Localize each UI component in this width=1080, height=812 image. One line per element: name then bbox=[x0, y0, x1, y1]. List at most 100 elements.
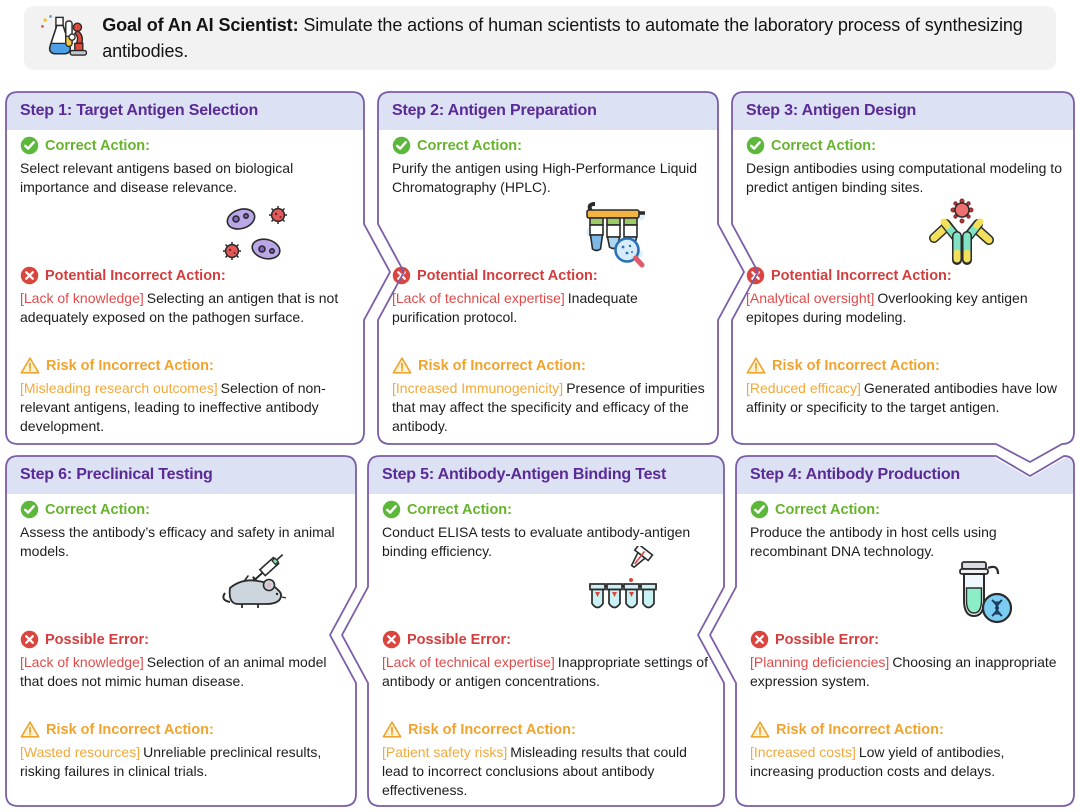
error-tag: [Lack of technical expertise] bbox=[392, 290, 565, 306]
error-label: Potential Incorrect Action: bbox=[771, 267, 952, 284]
step-6-correct-section: Correct Action: Assess the antibody’s ef… bbox=[20, 500, 344, 561]
correct-action-text: Assess the antibody’s efficacy and safet… bbox=[20, 524, 335, 560]
risk-label: Risk of Incorrect Action: bbox=[46, 357, 214, 374]
correct-action-text: Purify the antigen using High-Performanc… bbox=[392, 160, 698, 196]
correct-action-text: Conduct ELISA tests to evaluate antibody… bbox=[382, 524, 691, 560]
step-1-title: Step 1: Target Antigen Selection bbox=[20, 102, 259, 119]
x-badge-icon bbox=[382, 630, 401, 649]
x-badge-icon bbox=[746, 266, 765, 285]
banner-title-rest: Simulate the actions of human scientists… bbox=[102, 14, 1023, 61]
error-label: Potential Incorrect Action: bbox=[417, 267, 598, 284]
warning-badge-icon bbox=[750, 721, 770, 738]
step-2-error-section: Potential Incorrect Action: [Lack of tec… bbox=[392, 266, 706, 327]
step-6-error-section: Possible Error: [Lack of knowledge] Selec… bbox=[20, 630, 344, 691]
x-badge-icon bbox=[20, 266, 39, 285]
check-badge-icon bbox=[20, 136, 39, 155]
goal-banner: Goal of An AI Scientist: Simulate the ac… bbox=[24, 6, 1056, 70]
error-label: Possible Error: bbox=[775, 631, 879, 648]
correct-action-text: Produce the antibody in host cells using… bbox=[750, 524, 997, 560]
elisa-tubes-icon bbox=[589, 546, 657, 609]
mouse-syringe-icon bbox=[222, 554, 287, 608]
error-label: Possible Error: bbox=[45, 631, 149, 648]
warning-badge-icon bbox=[746, 357, 766, 374]
step-5-risk-section: Risk of Incorrect Action: [Patient safet… bbox=[382, 720, 712, 800]
step-1-correct-section: Correct Action: Select relevant antigens… bbox=[20, 136, 352, 197]
step-card-6: Step 6: Preclinical Testing Correct Acti… bbox=[6, 456, 356, 806]
correct-action-label: Correct Action: bbox=[45, 501, 150, 518]
x-badge-icon bbox=[750, 630, 769, 649]
check-badge-icon bbox=[746, 136, 765, 155]
step-3-error-section: Potential Incorrect Action: [Analytical … bbox=[746, 266, 1062, 327]
tube-dna-icon bbox=[959, 561, 1013, 624]
x-badge-icon bbox=[20, 630, 39, 649]
correct-action-text: Select relevant antigens based on biolog… bbox=[20, 160, 294, 196]
check-badge-icon bbox=[392, 136, 411, 155]
error-tag: [Planning deficiencies] bbox=[750, 654, 890, 670]
step-card-1: Step 1: Target Antigen Selection Correct… bbox=[6, 92, 364, 444]
correct-action-label: Correct Action: bbox=[417, 137, 522, 154]
error-label: Potential Incorrect Action: bbox=[45, 267, 226, 284]
risk-label: Risk of Incorrect Action: bbox=[408, 721, 576, 738]
antibody-design-icon bbox=[929, 198, 994, 265]
step-3-correct-section: Correct Action: Design antibodies using … bbox=[746, 136, 1062, 197]
risk-label: Risk of Incorrect Action: bbox=[776, 721, 944, 738]
step-2-header: Step 2: Antigen Preparation bbox=[378, 92, 718, 130]
step-2-risk-section: Risk of Incorrect Action: [Increased Imm… bbox=[392, 356, 706, 436]
check-badge-icon bbox=[20, 500, 39, 519]
risk-tag: [Increased Immunogenicity] bbox=[392, 380, 564, 396]
step-card-4: Step 4: Antibody Production Correct Acti… bbox=[736, 456, 1074, 806]
pathogens-icon bbox=[223, 206, 287, 260]
risk-label: Risk of Incorrect Action: bbox=[46, 721, 214, 738]
correct-action-text: Design antibodies using computational mo… bbox=[746, 160, 1062, 196]
error-tag: [Analytical oversight] bbox=[746, 290, 875, 306]
science-lab-icon bbox=[41, 15, 88, 56]
error-tag: [Lack of knowledge] bbox=[20, 654, 144, 670]
error-tag: [Lack of technical expertise] bbox=[382, 654, 555, 670]
banner-title-bold: Goal of An AI Scientist: bbox=[102, 14, 299, 35]
risk-tag: [Misleading research outcomes] bbox=[20, 380, 218, 396]
step-4-header: Step 4: Antibody Production bbox=[736, 456, 1074, 494]
step-1-error-section: Potential Incorrect Action: [Lack of kno… bbox=[20, 266, 352, 327]
risk-tag: [Reduced efficacy] bbox=[746, 380, 861, 396]
warning-badge-icon bbox=[392, 357, 412, 374]
step-card-2: Step 2: Antigen Preparation Correct Acti… bbox=[378, 92, 718, 444]
step-3-title: Step 3: Antigen Design bbox=[746, 102, 917, 119]
step-6-header: Step 6: Preclinical Testing bbox=[6, 456, 356, 494]
chromatography-icon bbox=[586, 202, 645, 268]
warning-badge-icon bbox=[382, 721, 402, 738]
correct-action-label: Correct Action: bbox=[45, 137, 150, 154]
risk-label: Risk of Incorrect Action: bbox=[772, 357, 940, 374]
step-4-correct-section: Correct Action: Produce the antibody in … bbox=[750, 500, 1062, 561]
risk-tag: [Increased costs] bbox=[750, 744, 856, 760]
warning-badge-icon bbox=[20, 721, 40, 738]
risk-tag: [Wasted resources] bbox=[20, 744, 141, 760]
correct-action-label: Correct Action: bbox=[407, 501, 512, 518]
banner-text: Goal of An AI Scientist: Simulate the ac… bbox=[102, 12, 1042, 64]
step-4-error-section: Possible Error: [Planning deficiencies] C… bbox=[750, 630, 1062, 691]
check-badge-icon bbox=[750, 500, 769, 519]
step-5-correct-section: Correct Action: Conduct ELISA tests to e… bbox=[382, 500, 712, 561]
step-3-risk-section: Risk of Incorrect Action: [Reduced effic… bbox=[746, 356, 1062, 417]
step-1-header: Step 1: Target Antigen Selection bbox=[6, 92, 364, 130]
risk-label: Risk of Incorrect Action: bbox=[418, 357, 586, 374]
error-label: Possible Error: bbox=[407, 631, 511, 648]
step-3-header: Step 3: Antigen Design bbox=[732, 92, 1074, 130]
step-6-risk-section: Risk of Incorrect Action: [Wasted resour… bbox=[20, 720, 344, 781]
step-1-risk-section: Risk of Incorrect Action: [Misleading re… bbox=[20, 356, 352, 436]
step-2-title: Step 2: Antigen Preparation bbox=[392, 102, 597, 119]
step-card-5: Step 5: Antibody-Antigen Binding Test Co… bbox=[368, 456, 724, 806]
step-4-title: Step 4: Antibody Production bbox=[750, 466, 960, 483]
risk-tag: [Patient safety risks] bbox=[382, 744, 508, 760]
step-2-correct-section: Correct Action: Purify the antigen using… bbox=[392, 136, 706, 197]
step-5-error-section: Possible Error: [Lack of technical exper… bbox=[382, 630, 712, 691]
step-4-risk-section: Risk of Incorrect Action: [Increased cos… bbox=[750, 720, 1062, 781]
correct-action-label: Correct Action: bbox=[775, 501, 880, 518]
error-tag: [Lack of knowledge] bbox=[20, 290, 144, 306]
correct-action-label: Correct Action: bbox=[771, 137, 876, 154]
step-card-3: Step 3: Antigen Design Correct Action: D… bbox=[732, 92, 1074, 444]
x-badge-icon bbox=[392, 266, 411, 285]
check-badge-icon bbox=[382, 500, 401, 519]
step-5-header: Step 5: Antibody-Antigen Binding Test bbox=[368, 456, 724, 494]
step-5-title: Step 5: Antibody-Antigen Binding Test bbox=[382, 466, 667, 483]
step-6-title: Step 6: Preclinical Testing bbox=[20, 466, 213, 483]
